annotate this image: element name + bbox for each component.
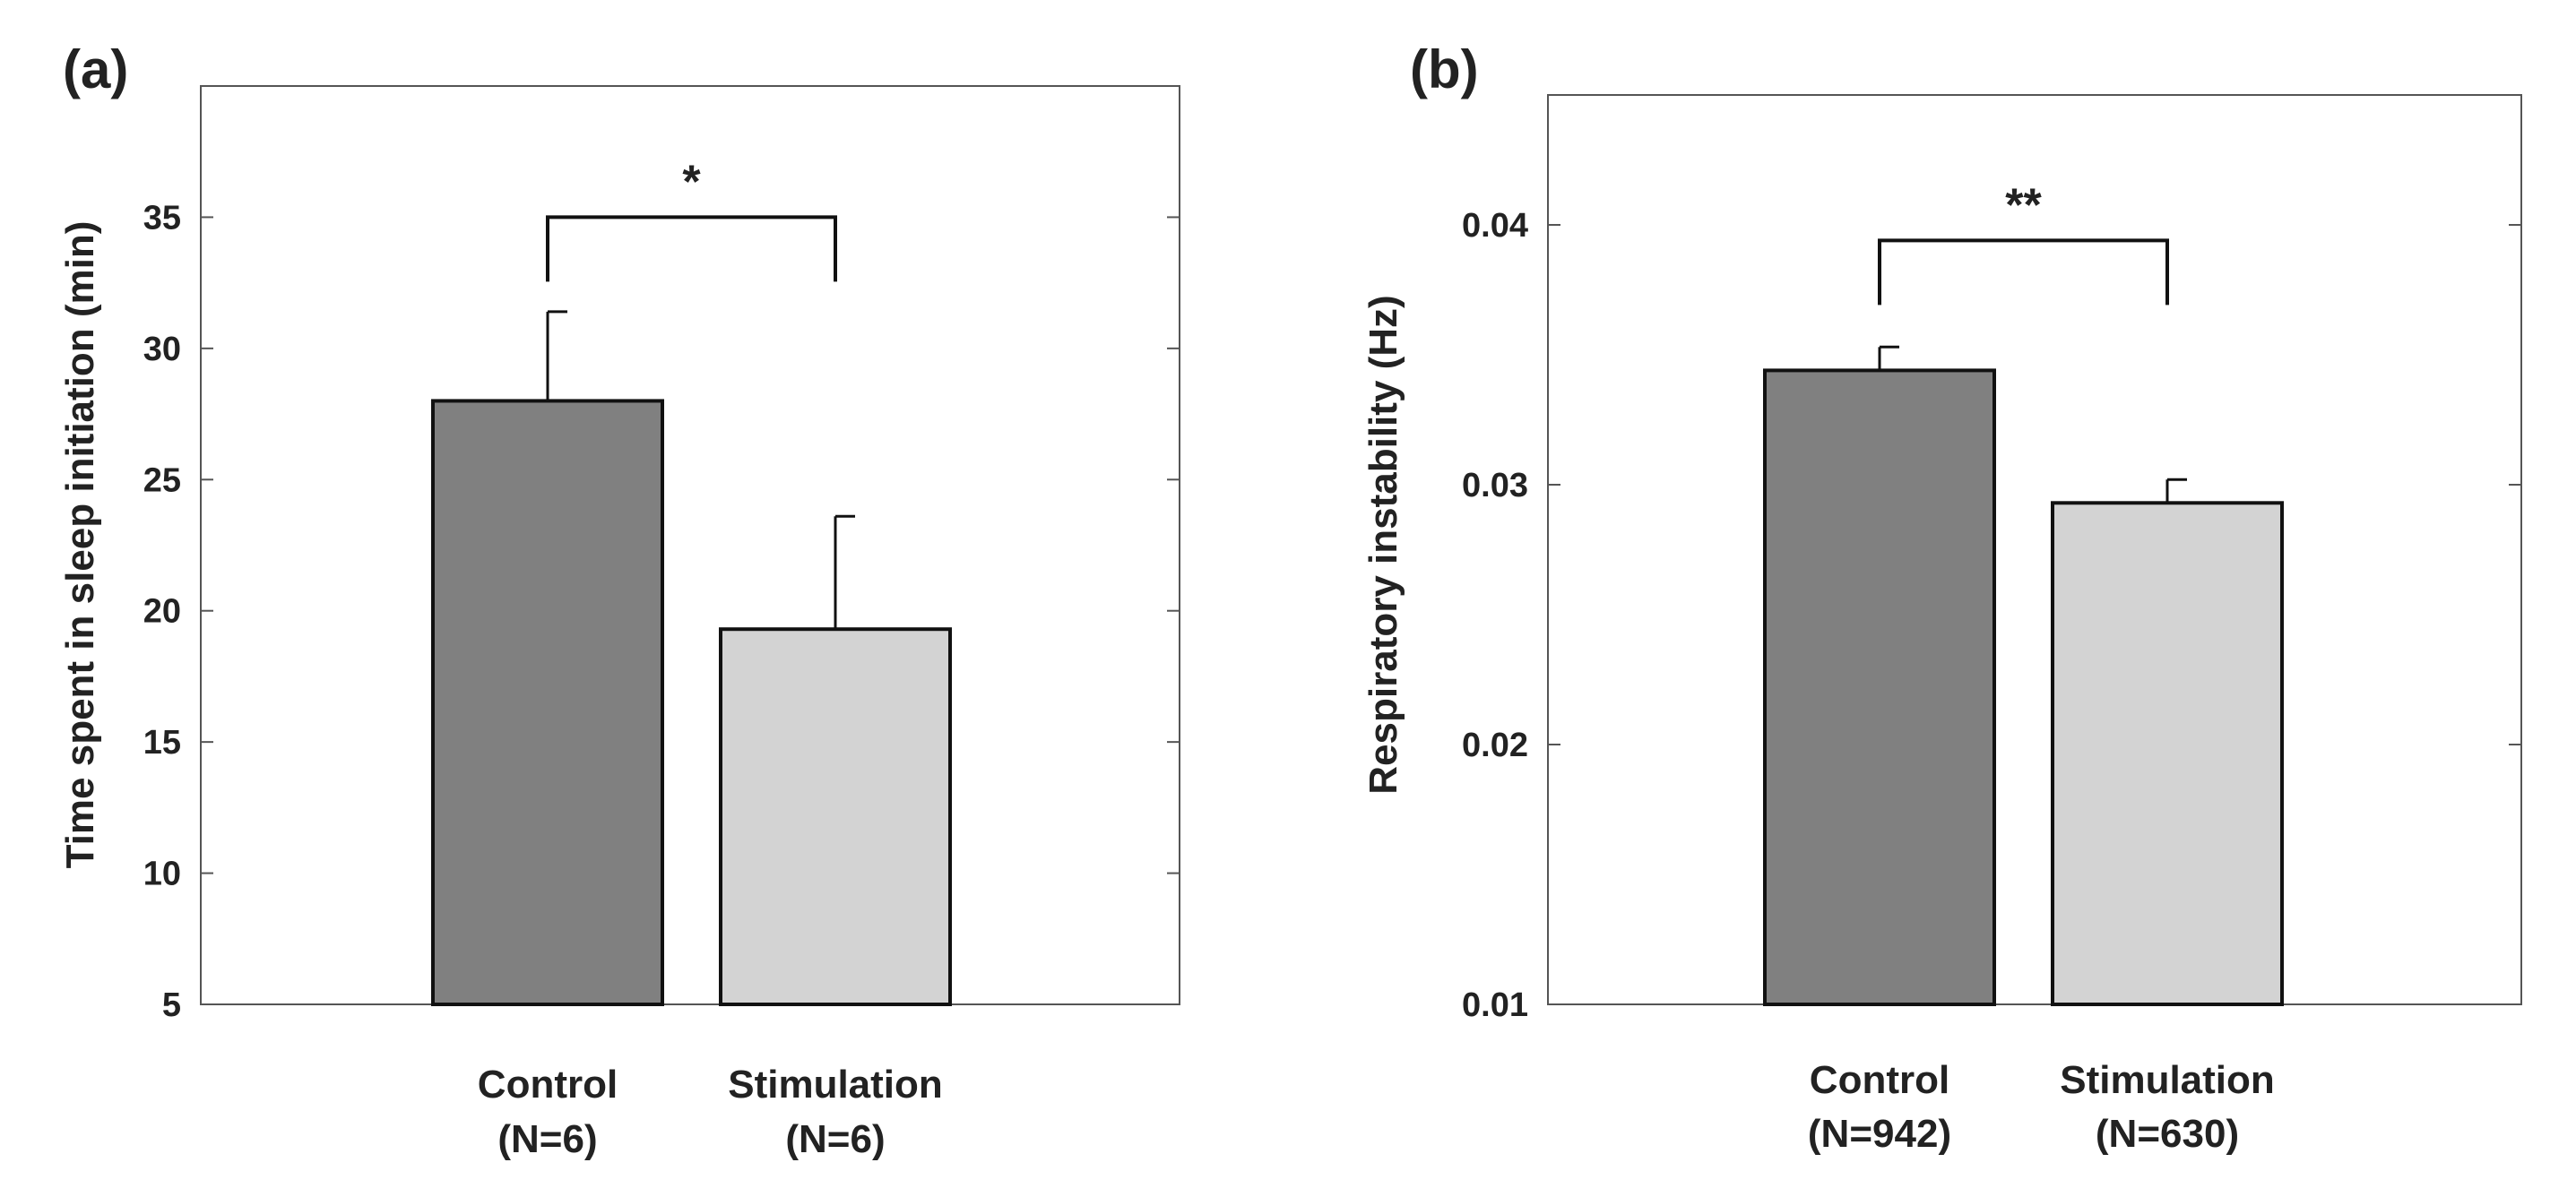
significance-label: * — [682, 156, 701, 208]
category-label: Control — [1810, 1058, 1949, 1102]
panel-a: 5 10 15 20 25 30 35 Time spent in sleep initiat… — [58, 39, 1180, 1161]
category-label: Stimulation — [2060, 1058, 2275, 1102]
y-tick-label: 20 — [143, 593, 181, 631]
significance-bracket — [546, 215, 837, 282]
y-tick-label: 25 — [143, 461, 181, 499]
y-axis-label: Respiratory instability (Hz) — [1361, 295, 1405, 794]
panel-label: (a) — [63, 39, 128, 99]
bar-control — [1763, 368, 1996, 1006]
panel-label: (b) — [1410, 39, 1479, 99]
y-axis-label: Time spent in sleep initiation (min) — [58, 221, 102, 869]
plot-frame — [200, 85, 1180, 1005]
y-tick-label: 0.03 — [1462, 467, 1528, 504]
category-label: Stimulation — [728, 1063, 943, 1107]
category-label: (N=6) — [785, 1117, 885, 1161]
y-tick-label: 0.02 — [1462, 727, 1528, 764]
y-tick-label: 10 — [143, 856, 181, 893]
y-tick-label: 5 — [162, 986, 181, 1024]
y-tick-label: 35 — [143, 199, 181, 237]
y-tick-label: 0.01 — [1462, 986, 1528, 1024]
category-label: Control — [478, 1063, 618, 1107]
category-label: (N=6) — [497, 1117, 597, 1161]
significance-bracket — [1878, 238, 2169, 306]
y-tick-label: 30 — [143, 331, 181, 368]
plot-frame — [1547, 94, 2522, 1005]
panel-b: 0.01 0.02 0.03 0.04 Respiratory instability … — [1361, 39, 2522, 1156]
bar-stimulation — [2051, 501, 2284, 1006]
y-tick-label: 0.04 — [1462, 207, 1528, 245]
bar-control — [431, 399, 664, 1006]
category-label: (N=630) — [2096, 1112, 2239, 1156]
bar-stimulation — [719, 627, 952, 1006]
significance-label: ** — [2005, 179, 2042, 231]
category-label: (N=942) — [1808, 1112, 1951, 1156]
y-tick-label: 15 — [143, 724, 181, 762]
